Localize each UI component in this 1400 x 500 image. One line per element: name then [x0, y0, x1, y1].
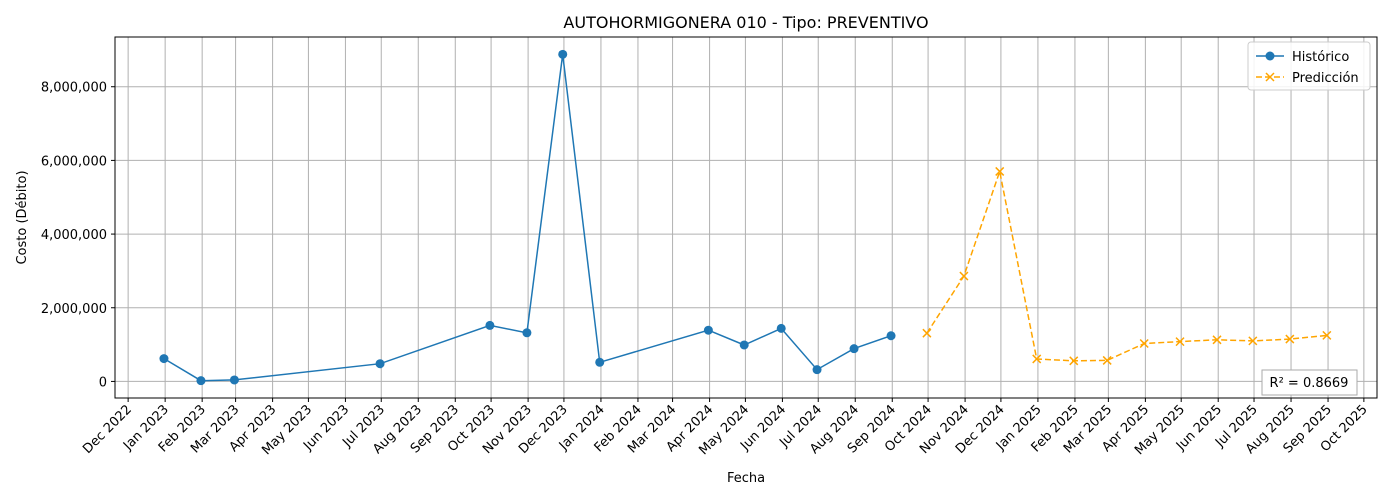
- legend-marker: [1265, 72, 1275, 82]
- plot-frame: [114, 36, 1378, 399]
- prediccion-point: [995, 166, 1005, 176]
- historico-point: [522, 328, 532, 338]
- historico-point: [375, 359, 385, 369]
- y-tick-label: 4,000,000: [41, 228, 107, 243]
- legend-label: Predicción: [1292, 71, 1359, 86]
- legend-label: Histórico: [1292, 50, 1349, 65]
- historico-point: [703, 325, 713, 335]
- y-axis-label: Costo (Débito): [15, 170, 30, 264]
- historico-point: [485, 320, 495, 330]
- legend-box: [1247, 41, 1371, 91]
- prediccion-point: [1032, 354, 1042, 364]
- historico-point: [229, 375, 239, 385]
- y-tick-label: 8,000,000: [41, 81, 107, 96]
- prediccion-point: [1212, 335, 1222, 345]
- prediccion-point: [922, 328, 932, 338]
- r2-annotation-box: [1261, 369, 1358, 396]
- prediccion-point: [1069, 356, 1079, 366]
- y-tick-label: 0: [99, 375, 107, 390]
- x-axis-label: Fecha: [727, 471, 765, 486]
- prediccion-series-line: [926, 168, 1327, 362]
- prediccion-point: [1248, 336, 1258, 346]
- legend-marker: [1265, 51, 1275, 61]
- historico-point: [886, 331, 896, 341]
- chart-title: AUTOHORMIGONERA 010 - Tipo: PREVENTIVO: [563, 13, 928, 32]
- prediccion-point: [1285, 334, 1295, 344]
- historico-point: [812, 365, 822, 375]
- historico-point: [159, 354, 169, 364]
- y-tick-label: 6,000,000: [41, 154, 107, 169]
- historico-point: [196, 376, 206, 386]
- historico-series-line: [163, 54, 892, 382]
- prediccion-point: [959, 271, 969, 281]
- prediccion-point: [1175, 337, 1185, 347]
- prediccion-point: [1102, 355, 1112, 365]
- prediccion-point: [1322, 330, 1332, 340]
- r2-annotation: R² = 0.8669: [1270, 376, 1349, 391]
- prediccion-point: [1139, 338, 1149, 349]
- historico-point: [558, 49, 568, 59]
- historico-point: [595, 357, 605, 367]
- historico-point: [776, 323, 786, 333]
- historico-point: [739, 340, 749, 350]
- historico-point: [849, 344, 859, 354]
- y-tick-label: 2,000,000: [41, 302, 107, 317]
